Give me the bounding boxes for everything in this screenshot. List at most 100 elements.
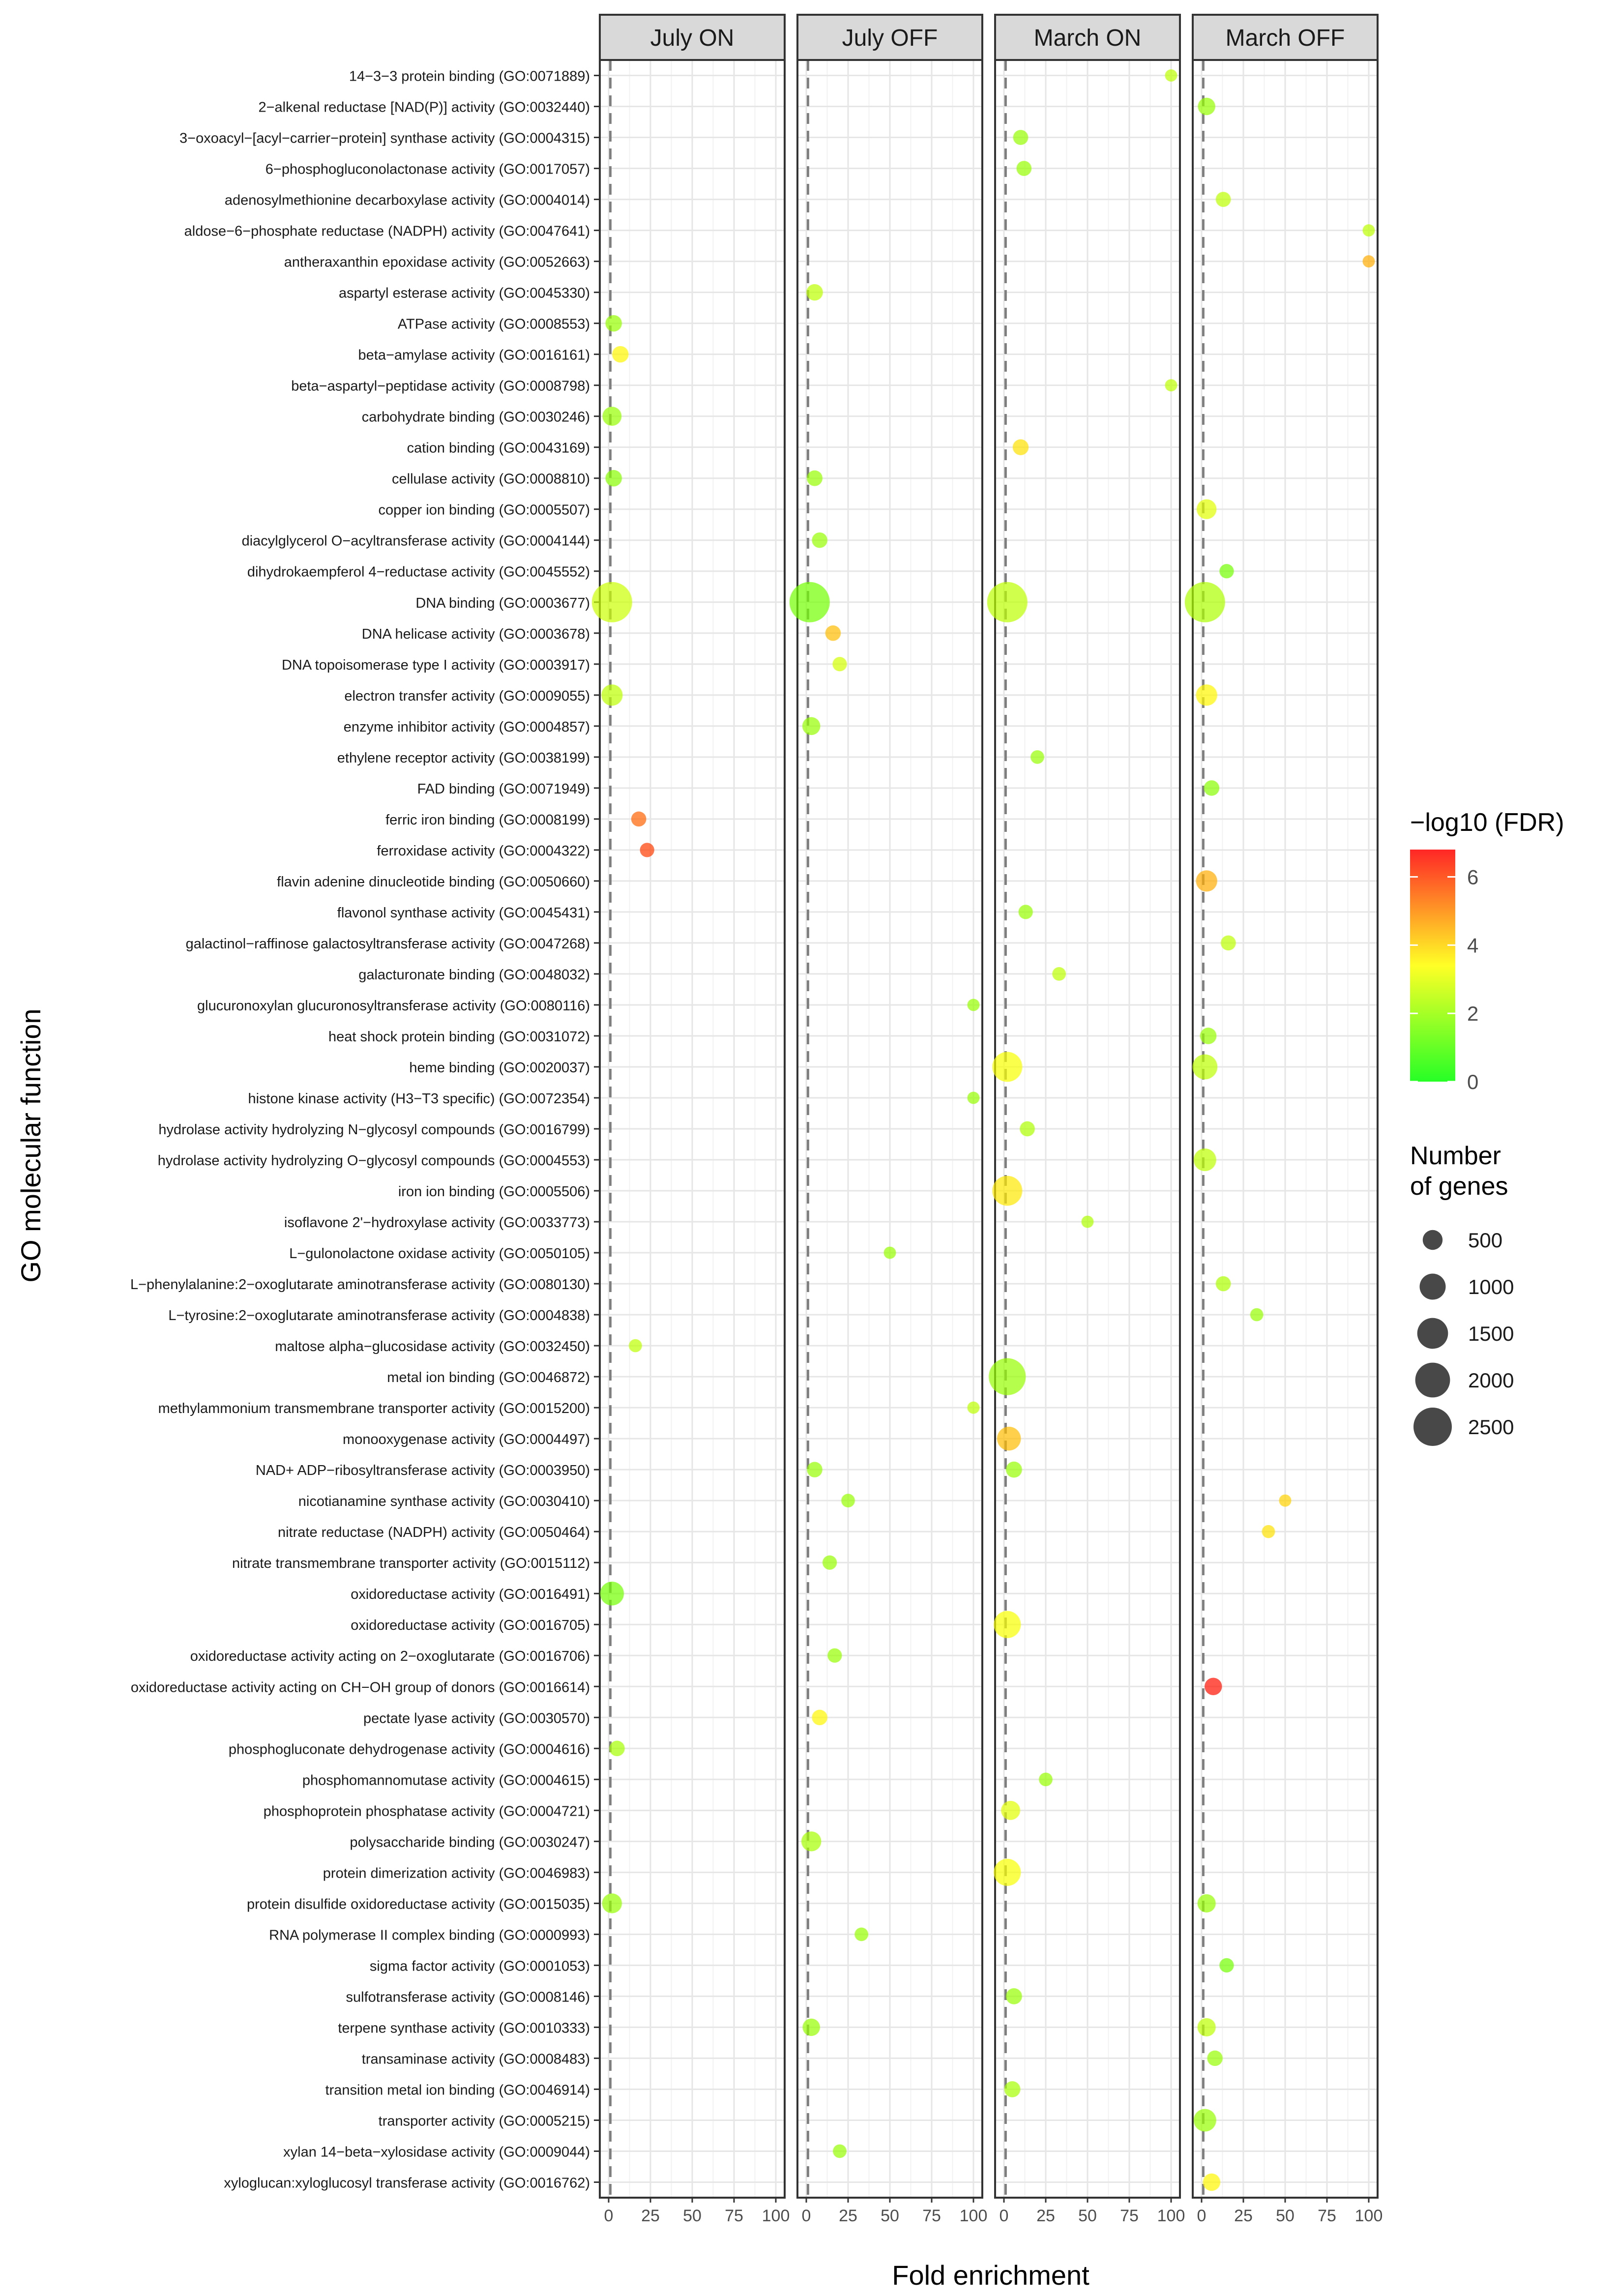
- category-label: cellulase activity (GO:0008810): [392, 471, 590, 487]
- category-label: ATPase activity (GO:0008553): [398, 317, 590, 332]
- category-label: terpene synthase activity (GO:0010333): [338, 2020, 590, 2036]
- data-point: [1219, 564, 1234, 579]
- data-point: [1012, 439, 1029, 455]
- category-label: enzyme inhibitor activity (GO:0004857): [344, 719, 590, 735]
- category-label: protein dimerization activity (GO:004698…: [323, 1865, 590, 1881]
- category-label: nitrate reductase (NADPH) activity (GO:0…: [278, 1525, 590, 1540]
- data-point: [1196, 499, 1217, 519]
- category-label: 3−oxoacyl−[acyl−carrier−protein] synthas…: [179, 131, 590, 147]
- data-point: [1207, 2050, 1223, 2066]
- data-point: [1016, 161, 1032, 176]
- data-point: [1192, 1054, 1218, 1080]
- panel-strip-label: July ON: [650, 25, 735, 51]
- data-point: [1215, 1276, 1231, 1292]
- data-point: [602, 1893, 622, 1913]
- category-label: phosphogluconate dehydrogenase activity …: [229, 1741, 590, 1757]
- category-label: ferroxidase activity (GO:0004322): [377, 843, 590, 859]
- category-label: monooxygenase activity (GO:0004497): [343, 1432, 590, 1447]
- category-label: methylammonium transmembrane transporter…: [158, 1401, 590, 1416]
- x-tick-label: 50: [1078, 2207, 1097, 2225]
- category-label: iron ion binding (GO:0005506): [398, 1184, 590, 1200]
- x-tick-label: 0: [604, 2207, 614, 2225]
- category-label: ferric iron binding (GO:0008199): [385, 812, 590, 828]
- category-label: polysaccharide binding (GO:0030247): [350, 1834, 590, 1850]
- panel-strip-label: March ON: [1034, 25, 1142, 51]
- data-point: [1018, 905, 1033, 919]
- data-point: [1250, 1308, 1264, 1322]
- category-label: diacylglycerol O−acyltransferase activit…: [242, 533, 590, 549]
- data-point: [612, 346, 629, 363]
- data-point: [1200, 1028, 1217, 1044]
- size-legend-circle: [1422, 1230, 1443, 1250]
- x-tick-label: 100: [1355, 2207, 1383, 2225]
- category-label: galacturonate binding (GO:0048032): [358, 967, 590, 983]
- data-point: [600, 1581, 624, 1606]
- panel-july-on: July ON 0 25 50 75 100: [599, 14, 790, 2225]
- category-label: phosphoprotein phosphatase activity (GO:…: [264, 1803, 590, 1819]
- data-point: [994, 1858, 1021, 1886]
- data-point: [1004, 2081, 1021, 2097]
- data-point: [827, 1648, 842, 1663]
- data-point: [994, 1611, 1021, 1638]
- category-label: aldose−6−phosphate reductase (NADPH) act…: [184, 224, 590, 239]
- category-label: sigma factor activity (GO:0001053): [370, 1958, 590, 1974]
- data-point: [822, 1555, 837, 1570]
- x-tick-label: 75: [1120, 2207, 1139, 2225]
- category-label: phosphomannomutase activity (GO:0004615): [302, 1772, 590, 1788]
- data-point: [640, 843, 654, 857]
- category-label: metal ion binding (GO:0046872): [387, 1370, 590, 1385]
- data-point: [605, 315, 622, 332]
- x-tick-label: 75: [1318, 2207, 1336, 2225]
- data-point: [609, 1740, 625, 1757]
- category-label: 6−phosphogluconolactonase activity (GO:0…: [265, 162, 590, 177]
- x-tick-label: 100: [762, 2207, 790, 2225]
- data-point: [967, 1091, 980, 1104]
- x-tick-label: 0: [1000, 2207, 1009, 2225]
- category-label: nitrate transmembrane transporter activi…: [232, 1556, 590, 1571]
- panel-strip: [599, 14, 786, 61]
- x-tick-label: 25: [1036, 2207, 1055, 2225]
- data-point: [1020, 1121, 1035, 1137]
- category-label: heme binding (GO:0020037): [409, 1060, 590, 1076]
- category-label: oxidoreductase activity (GO:0016491): [351, 1587, 590, 1602]
- data-point: [631, 811, 647, 827]
- x-tick-label: 50: [881, 2207, 899, 2225]
- size-legend-label: 1500: [1468, 1322, 1514, 1345]
- category-label: DNA topoisomerase type I activity (GO:00…: [282, 657, 590, 673]
- data-point: [1205, 1678, 1222, 1695]
- data-point: [1362, 224, 1375, 237]
- data-point: [1198, 97, 1215, 116]
- data-point: [997, 1426, 1021, 1451]
- size-legend-label: 500: [1468, 1229, 1502, 1252]
- category-label: transaminase activity (GO:0008483): [362, 2051, 590, 2067]
- data-point: [1203, 2173, 1221, 2191]
- category-label: flavonol synthase activity (GO:0045431): [337, 905, 590, 921]
- panel-strip-label: July OFF: [842, 25, 938, 51]
- category-label: dihydrokaempferol 4−reductase activity (…: [247, 564, 590, 580]
- category-label: pectate lyase activity (GO:0030570): [363, 1710, 590, 1726]
- data-point: [1197, 2018, 1216, 2037]
- x-tick-label: 0: [802, 2207, 811, 2225]
- data-point: [807, 1462, 823, 1477]
- data-point: [987, 582, 1028, 622]
- category-label: 14−3−3 protein binding (GO:0071889): [349, 69, 590, 85]
- size-legend-label: 2500: [1468, 1415, 1514, 1439]
- category-label: hydrolase activity hydrolyzing O−glycosy…: [158, 1153, 590, 1169]
- category-label: ethylene receptor activity (GO:0038199): [337, 750, 590, 766]
- data-point: [1219, 1958, 1234, 1973]
- data-point: [992, 1052, 1023, 1082]
- data-point: [1193, 1148, 1216, 1172]
- data-point: [806, 284, 823, 301]
- size-legend-label: 1000: [1468, 1275, 1514, 1298]
- category-label: isoflavone 2'−hydroxylase activity (GO:0…: [284, 1215, 590, 1231]
- data-point: [807, 470, 823, 486]
- data-point: [832, 657, 847, 672]
- size-legend-circle: [1413, 1408, 1452, 1446]
- data-point: [1204, 780, 1220, 796]
- data-point: [1279, 1494, 1292, 1507]
- category-label: maltose alpha−glucosidase activity (GO:0…: [275, 1339, 590, 1354]
- x-tick-label: 50: [683, 2207, 702, 2225]
